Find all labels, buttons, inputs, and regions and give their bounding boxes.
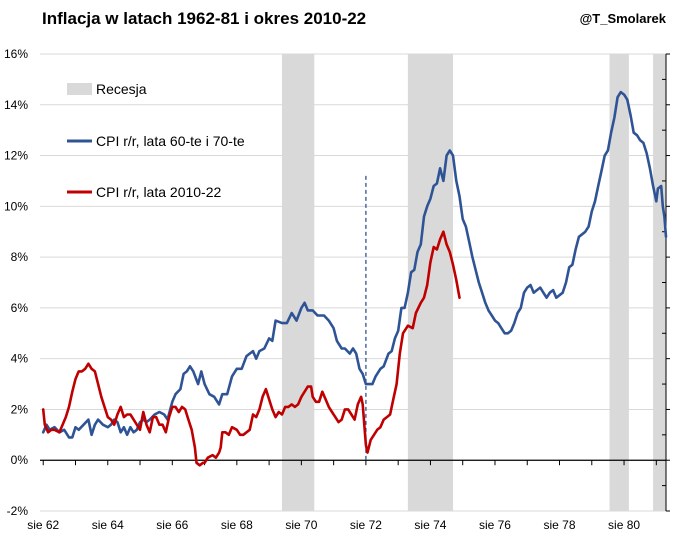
y-tick-label: -2% <box>7 504 29 518</box>
y-tick-label: 10% <box>4 199 28 213</box>
y-tick-label: 12% <box>4 149 28 163</box>
legend: Recesja CPI r/r, lata 60-te i 70-te CPI … <box>67 81 245 200</box>
y-tick-label: 0% <box>11 453 29 467</box>
y-tick-label: 6% <box>11 301 29 315</box>
author-handle: @T_Smolarek <box>579 11 666 26</box>
legend-series-60s70s-label: CPI r/r, lata 60-te i 70-te <box>96 133 245 149</box>
x-axis-ticks: sie 62 sie 64 sie 66 sie 68 sie 70 sie 72 sie … <box>27 518 640 532</box>
gridlines <box>40 53 670 512</box>
x-tick-label: sie 66 <box>156 518 188 532</box>
x-tick-label: sie 80 <box>608 518 640 532</box>
legend-series-2010s-label: CPI r/r, lata 2010-22 <box>96 184 222 200</box>
y-tick-label: 14% <box>4 98 28 112</box>
series-lines <box>41 90 668 467</box>
y-tick-label: 2% <box>11 402 29 416</box>
legend-recession-swatch <box>67 83 92 95</box>
chart-title: Inflacja w latach 1962-81 i okres 2010-2… <box>42 9 367 28</box>
recession-bands <box>282 54 666 511</box>
x-tick-label: sie 70 <box>285 518 317 532</box>
x-tick-label: sie 78 <box>543 518 575 532</box>
y-tick-label: 16% <box>4 47 28 61</box>
x-tick-label: sie 76 <box>479 518 511 532</box>
recession-band-2 <box>407 54 454 511</box>
y-tick-label: 4% <box>11 352 29 366</box>
y-axis-ticks: -2% 0% 2% 4% 6% 8% 10% 12% 14% 16% <box>4 47 28 518</box>
legend-recession-label: Recesja <box>96 81 147 97</box>
recession-band-3 <box>609 54 629 511</box>
series-line-2010s <box>41 230 461 467</box>
x-tick-label: sie 64 <box>92 518 124 532</box>
series-line-60s70s <box>41 90 668 439</box>
y-tick-label: 8% <box>11 250 29 264</box>
x-tick-label: sie 68 <box>221 518 253 532</box>
x-tick-label: sie 62 <box>27 518 59 532</box>
recession-band-1 <box>282 54 315 511</box>
x-tick-label: sie 72 <box>350 518 382 532</box>
x-tick-label: sie 74 <box>414 518 446 532</box>
recession-band-4 <box>653 54 666 511</box>
